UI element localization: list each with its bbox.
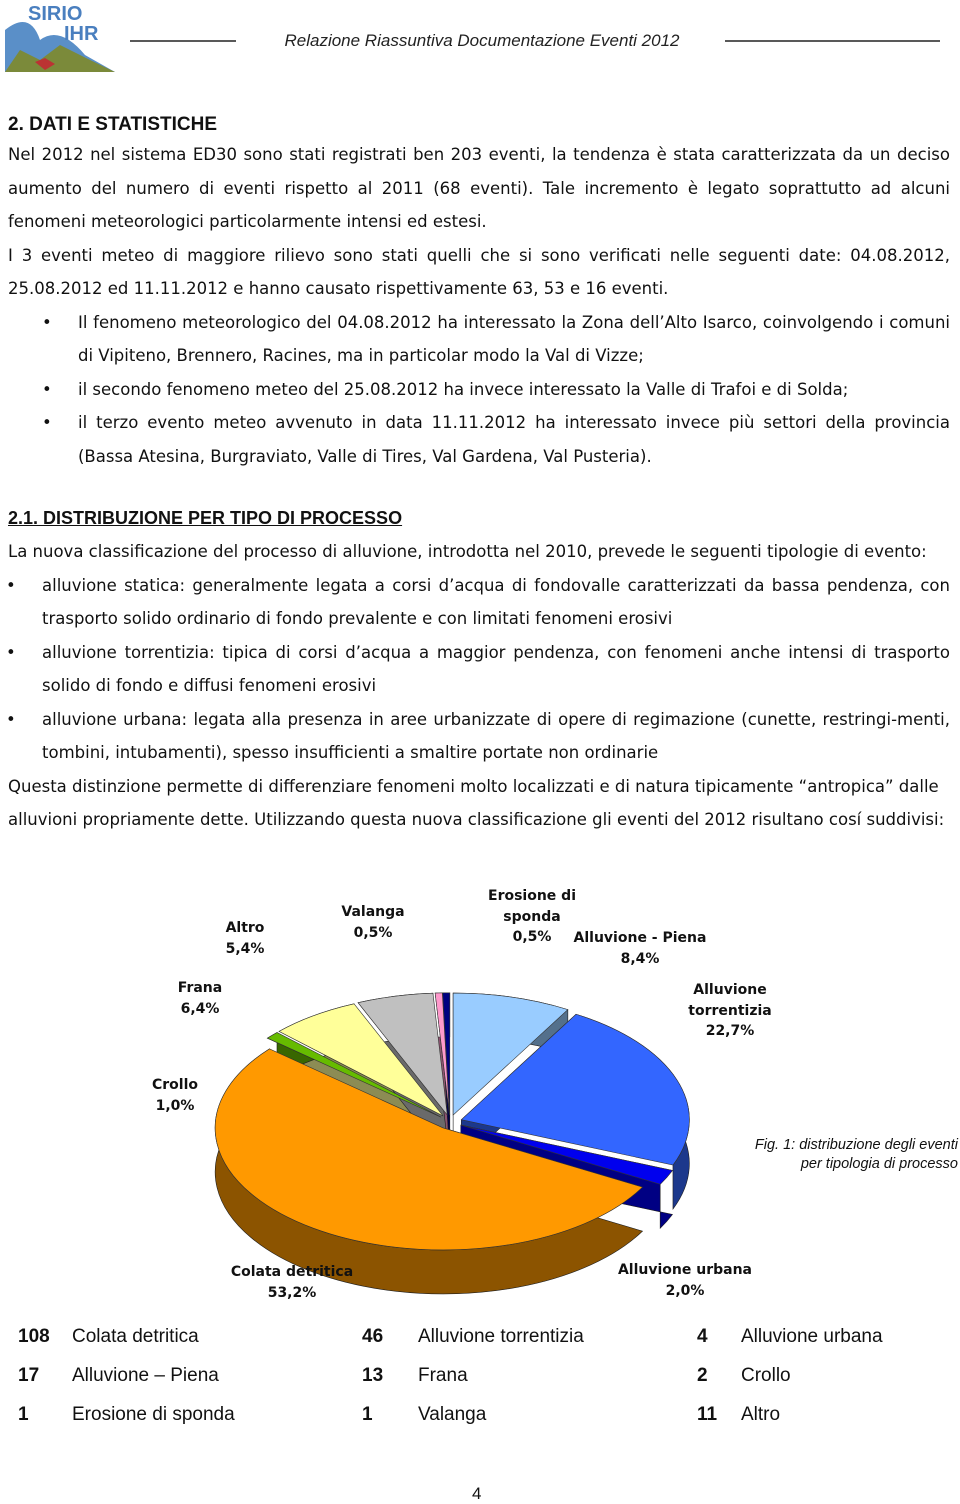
bullet-list: alluvione statica: generalmente legata a… bbox=[6, 569, 950, 770]
slice-label: Erosione di sponda 0,5% bbox=[477, 886, 587, 948]
slice-label: Colata detritica 53,2% bbox=[212, 1262, 372, 1303]
logo-text: SIRIO bbox=[28, 3, 82, 25]
table-count: 17 bbox=[18, 1365, 40, 1386]
pie-slice bbox=[460, 1013, 690, 1166]
header-title: Relazione Riassuntiva Documentazione Eve… bbox=[284, 31, 680, 50]
pie-slice bbox=[452, 992, 569, 1116]
pie-slice bbox=[214, 1048, 644, 1251]
table-label: Alluvione – Piena bbox=[72, 1365, 219, 1386]
table-label: Erosione di sponda bbox=[72, 1404, 235, 1425]
slice-name: Altro bbox=[225, 920, 265, 936]
figure-caption: Fig. 1: distribuzione degli eventi per t… bbox=[755, 1136, 958, 1174]
table-count: 11 bbox=[697, 1404, 718, 1425]
slice-name: Colata detritica bbox=[230, 1264, 354, 1280]
table-count: 1 bbox=[18, 1404, 29, 1425]
pie-chart bbox=[214, 992, 690, 1295]
slice-value: 8,4% bbox=[620, 950, 660, 967]
subsection-heading: 2.1. DISTRIBUZIONE PER TIPO DI PROCESSO bbox=[8, 508, 403, 528]
slice-label: Valanga 0,5% bbox=[323, 902, 423, 943]
paragraph: Nel 2012 nel sistema ED30 sono stati reg… bbox=[8, 145, 950, 231]
slice-name: Alluvione torrentizia bbox=[688, 982, 772, 1019]
pie-slice bbox=[278, 1003, 444, 1117]
slice-value: 0,5% bbox=[512, 929, 552, 945]
bullet: il terzo evento meteo avvenuto in data 1… bbox=[42, 406, 950, 473]
pie-slice bbox=[357, 992, 448, 1117]
slice-label: Frana 6,4% bbox=[150, 978, 250, 1019]
paragraph: I 3 eventi meteo di maggiore rilievo son… bbox=[8, 245, 950, 299]
table-label: Alluvione urbana bbox=[741, 1326, 883, 1347]
paragraph: La nuova classificazione del processo di… bbox=[8, 542, 927, 561]
section-body: Nel 2012 nel sistema ED30 sono stati reg… bbox=[8, 138, 950, 473]
paragraph: Questa distinzione permette di differenz… bbox=[8, 776, 945, 830]
table-label: Altro bbox=[741, 1404, 781, 1425]
table-label: Crollo bbox=[741, 1365, 791, 1386]
table-count: 1 bbox=[362, 1404, 373, 1425]
table-count: 108 bbox=[18, 1326, 50, 1347]
table-count: 13 bbox=[362, 1365, 384, 1386]
slice-value: 2,0% bbox=[665, 1282, 705, 1299]
section-heading: 2. DATI E STATISTICHE bbox=[8, 114, 218, 135]
slice-name: Valanga bbox=[341, 904, 405, 920]
logo-text: IHR bbox=[64, 23, 99, 45]
slice-name: Alluvione urbana bbox=[617, 1262, 753, 1278]
pie-slice bbox=[266, 1032, 442, 1118]
pie-slice bbox=[442, 992, 451, 1115]
bullet: il secondo fenomeno meteo del 25.08.2012… bbox=[42, 373, 950, 407]
page-number: 4 bbox=[472, 1484, 482, 1503]
slice-label: Altro 5,4% bbox=[195, 918, 295, 959]
table-count: 4 bbox=[697, 1326, 708, 1347]
slice-value: 0,5% bbox=[353, 924, 393, 941]
slice-name: Erosione di sponda bbox=[488, 888, 576, 925]
slice-value: 22,7% bbox=[705, 1023, 755, 1039]
bullet: alluvione urbana: legata alla presenza i… bbox=[6, 703, 950, 770]
slice-name: Alluvione - Piena bbox=[573, 930, 707, 946]
slice-value: 6,4% bbox=[180, 1000, 220, 1017]
slice-value: 53,2% bbox=[267, 1284, 317, 1301]
slice-label: Alluvione torrentizia 22,7% bbox=[680, 980, 780, 1042]
slice-label: Alluvione urbana 2,0% bbox=[595, 1260, 775, 1301]
slice-value: 1,0% bbox=[155, 1097, 195, 1114]
table-label: Valanga bbox=[418, 1404, 487, 1425]
slice-value: 5,4% bbox=[225, 940, 265, 957]
bullet: alluvione statica: generalmente legata a… bbox=[6, 569, 950, 636]
table-count: 46 bbox=[362, 1326, 384, 1347]
bullet-list: Il fenomeno meteorologico del 04.08.2012… bbox=[42, 306, 950, 474]
logo: SIRIO IHR bbox=[5, 3, 115, 72]
pie-slice bbox=[434, 992, 450, 1115]
slice-name: Frana bbox=[177, 980, 223, 996]
table-label: Frana bbox=[418, 1365, 468, 1386]
slice-label: Alluvione - Piena 8,4% bbox=[560, 928, 720, 969]
caption-line: Fig. 1: distribuzione degli eventi bbox=[754, 1137, 958, 1153]
bullet: Il fenomeno meteorologico del 04.08.2012… bbox=[42, 306, 950, 373]
slice-label: Crollo 1,0% bbox=[125, 1075, 225, 1116]
table-count: 2 bbox=[697, 1365, 708, 1386]
table-label: Colata detritica bbox=[72, 1326, 199, 1347]
slice-name: Crollo bbox=[151, 1077, 198, 1093]
subsection-body: La nuova classificazione del processo di… bbox=[6, 535, 950, 837]
table-label: Alluvione torrentizia bbox=[418, 1326, 584, 1347]
bullet: alluvione torrentizia: tipica di corsi d… bbox=[6, 636, 950, 703]
pie-slice bbox=[460, 1124, 673, 1185]
caption-line: per tipologia di processo bbox=[800, 1156, 958, 1172]
